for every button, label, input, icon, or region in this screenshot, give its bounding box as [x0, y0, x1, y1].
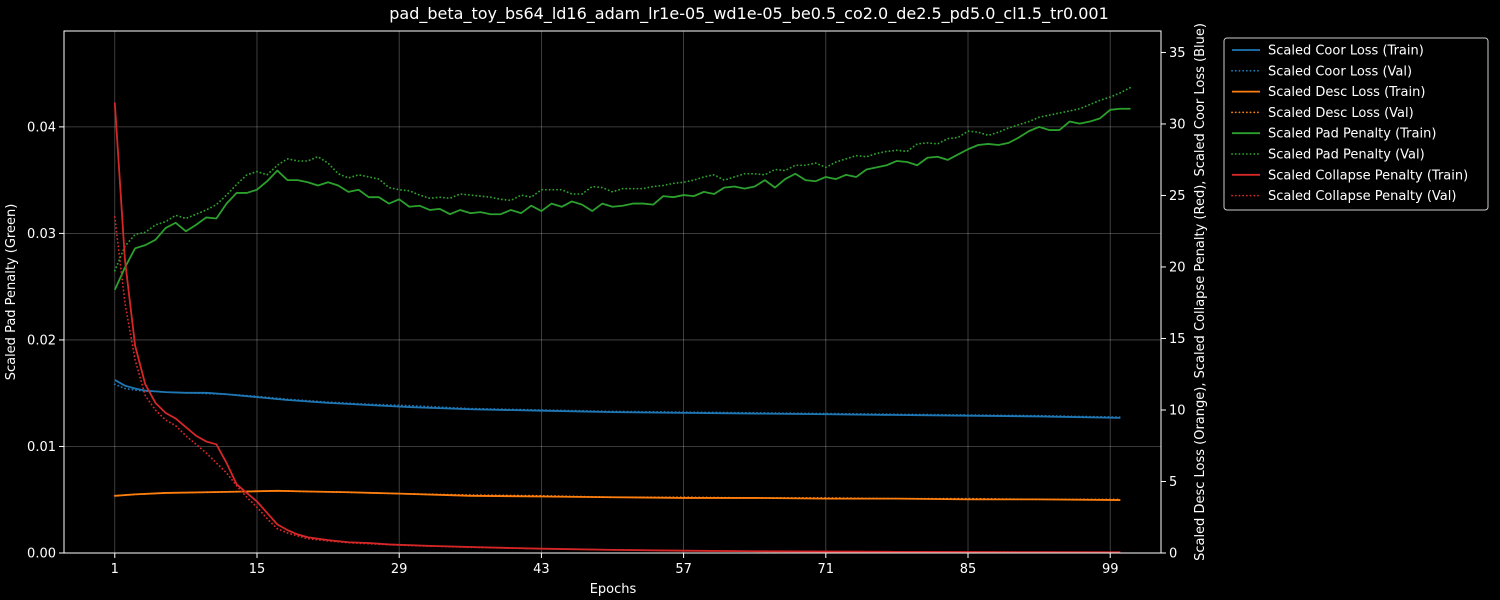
series-line — [113, 107, 1131, 291]
x-tick-label: 29 — [391, 562, 408, 577]
legend-entry-label: Scaled Coor Loss (Val) — [1268, 64, 1412, 79]
legend-entry-label: Scaled Pad Penalty (Val) — [1268, 148, 1425, 163]
y-right-axis-ticks: 0 5 10 15 20 25 30 35 — [1161, 46, 1186, 562]
legend-entry-label: Scaled Collapse Penalty (Val) — [1268, 189, 1456, 204]
x-tick-label: 57 — [675, 562, 692, 577]
x-tick-label: 71 — [818, 562, 835, 577]
y-left-tick-label: 0.03 — [27, 227, 56, 242]
y-right-tick-label: 10 — [1169, 403, 1186, 418]
legend: Scaled Coor Loss (Train) Scaled Coor Loss… — [1223, 37, 1489, 211]
plot-frame — [63, 30, 1162, 554]
y-right-tick-label: 5 — [1169, 475, 1177, 490]
plot-series — [113, 86, 1132, 554]
chart-title: pad_beta_toy_bs64_ld16_adam_lr1e-05_wd1e… — [389, 4, 1109, 24]
x-tick-label: 1 — [111, 562, 119, 577]
legend-entry-label: Scaled Coor Loss (Train) — [1268, 44, 1424, 59]
y-right-tick-label: 15 — [1169, 332, 1186, 347]
x-tick-label: 85 — [960, 562, 977, 577]
y-left-tick-label: 0.04 — [27, 120, 56, 135]
x-tick-label: 15 — [249, 562, 266, 577]
y-right-axis-label: Scaled Desc Loss (Orange), Scaled Collap… — [1193, 23, 1208, 561]
y-right-tick-label: 30 — [1169, 117, 1186, 132]
series-line — [113, 102, 1121, 554]
x-axis-label: Epochs — [590, 582, 637, 597]
x-tick-label: 43 — [533, 562, 550, 577]
series-line — [113, 383, 1122, 419]
legend-entry-label: Scaled Collapse Penalty (Train) — [1268, 168, 1468, 183]
y-right-tick-label: 0 — [1169, 547, 1177, 562]
x-axis-ticks: 1 15 29 43 57 71 85 99 — [111, 553, 1119, 577]
series-line — [113, 216, 1122, 554]
x-tick-label: 99 — [1102, 562, 1119, 577]
legend-box — [1223, 37, 1489, 211]
y-left-tick-label: 0.02 — [27, 333, 56, 348]
y-right-tick-label: 35 — [1169, 46, 1186, 61]
y-left-axis-label: Scaled Pad Penalty (Green) — [4, 204, 19, 381]
y-left-axis-ticks: 0.00 0.01 0.02 0.03 0.04 — [27, 120, 64, 562]
y-left-tick-label: 0.00 — [27, 547, 56, 562]
legend-entry-label: Scaled Desc Loss (Train) — [1268, 85, 1425, 100]
y-left-tick-label: 0.01 — [27, 440, 56, 455]
series-line — [113, 489, 1122, 501]
series-line — [113, 86, 1132, 272]
y-right-tick-label: 20 — [1169, 260, 1186, 275]
legend-entry-label: Scaled Pad Penalty (Train) — [1268, 127, 1436, 142]
y-right-tick-label: 25 — [1169, 189, 1186, 204]
legend-entry-label: Scaled Desc Loss (Val) — [1268, 106, 1414, 121]
